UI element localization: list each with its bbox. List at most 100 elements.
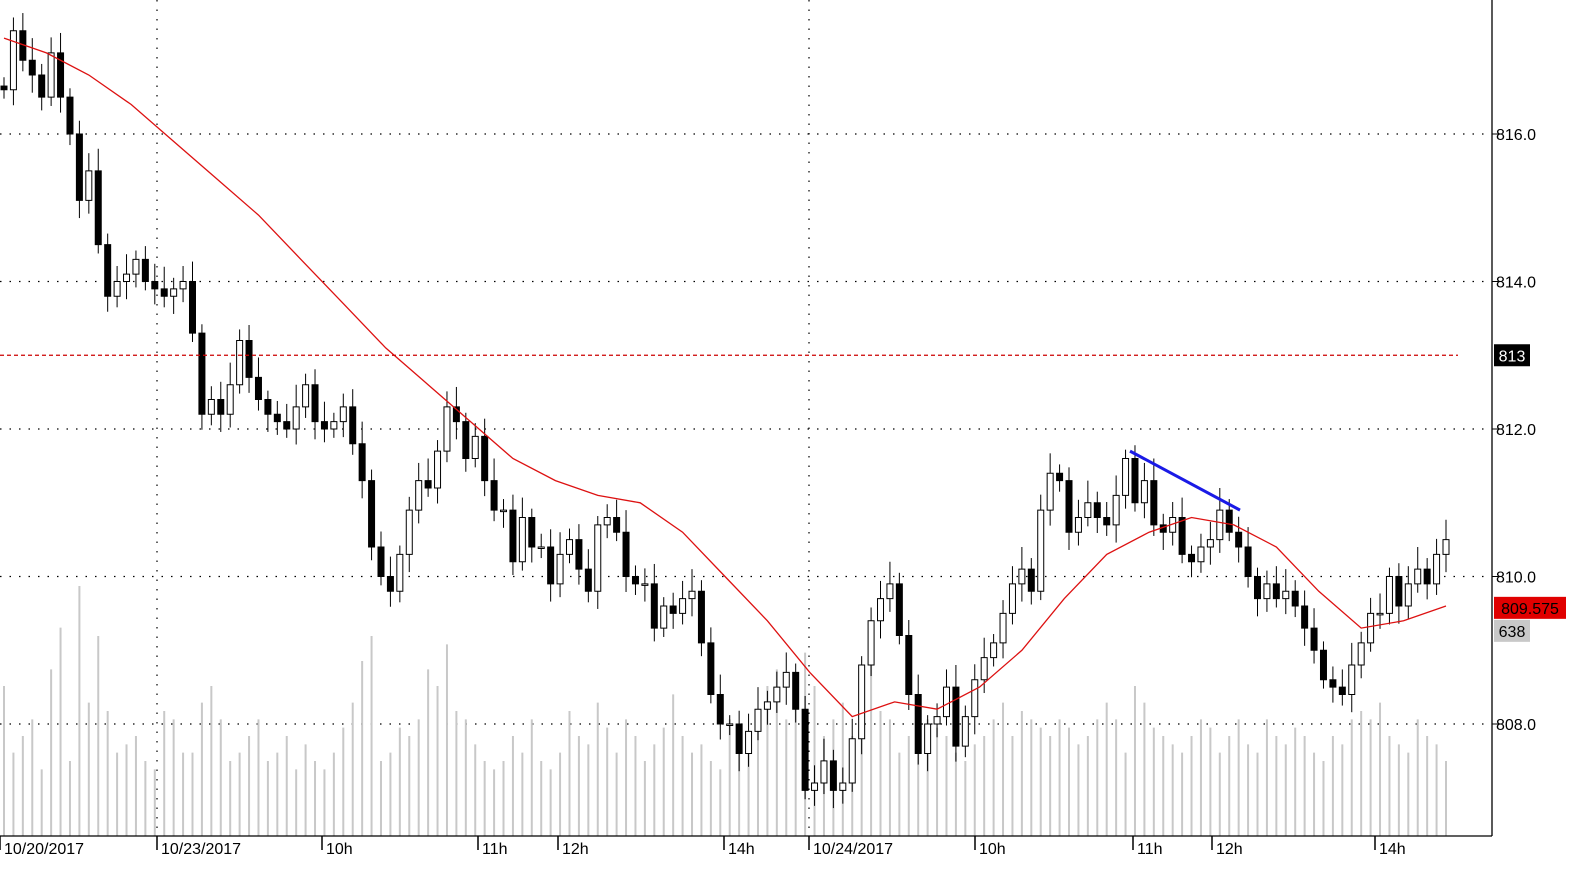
candle-body (1008, 583, 1016, 614)
candle-body (867, 620, 875, 666)
candle-body (1112, 494, 1120, 526)
candle-body (1244, 546, 1252, 577)
candle-body (405, 509, 413, 555)
candle-body (1338, 686, 1346, 695)
candle-body (952, 686, 960, 747)
candle-body (1414, 568, 1422, 585)
candle-body (273, 413, 281, 423)
candle-body (207, 399, 215, 415)
candle-body (763, 701, 771, 710)
candle-body (942, 686, 950, 718)
candle-body (1291, 590, 1299, 607)
candle-body (396, 553, 404, 592)
candle-body (349, 406, 357, 445)
candle-body (877, 598, 885, 622)
candle-body (226, 384, 234, 415)
candle-body (1272, 583, 1280, 600)
candle-body (895, 583, 903, 636)
candle-body (1301, 605, 1309, 629)
candle-body (820, 760, 828, 784)
time-tick-label: 11h (482, 841, 508, 858)
time-tick-label: 10h (979, 841, 1006, 858)
candle-body (811, 782, 819, 791)
candle-body (650, 583, 658, 629)
candle-body (745, 730, 753, 754)
candle-body (368, 480, 376, 548)
candle-body (1442, 539, 1450, 555)
candle-body (302, 384, 310, 408)
candle-body (1206, 539, 1214, 548)
time-tick-label: 11h (1137, 841, 1163, 858)
price-tick-label: 812.0 (1496, 422, 1536, 439)
candle-body (1263, 583, 1271, 600)
time-tick-label: 10/20/2017 (4, 841, 84, 858)
price-tick-label: 810.0 (1496, 570, 1536, 587)
candle-body (1367, 612, 1375, 644)
candle-body (9, 30, 17, 91)
candle-body (254, 376, 262, 400)
candle-body (443, 406, 451, 452)
candle-body (1074, 517, 1082, 533)
candle-body (613, 517, 621, 533)
volume-tag-bg (1494, 619, 1530, 642)
candle-body (660, 605, 668, 629)
candle-body (462, 421, 470, 459)
candle-body (160, 288, 168, 297)
candle-body (500, 509, 508, 513)
candle-body (104, 244, 112, 297)
candle-body (292, 406, 300, 430)
candle-body (886, 583, 894, 600)
candle-body (735, 723, 743, 754)
candle-body (537, 546, 545, 549)
candle-body (1018, 568, 1026, 585)
volume-bars (3, 586, 1447, 836)
time-tick-label: 12h (1216, 841, 1243, 858)
candle-body (320, 421, 328, 430)
candle-body (1329, 679, 1337, 688)
candle-body (518, 517, 526, 563)
candle-body (452, 406, 460, 423)
candle-body (1395, 576, 1403, 607)
candle-body (198, 332, 206, 415)
candle-body (622, 531, 630, 577)
candle-body (38, 74, 46, 98)
candle-body (1225, 509, 1233, 533)
candle-body (547, 546, 555, 585)
candle-body (123, 273, 131, 282)
candle-body (481, 435, 489, 482)
time-tick-label: 10/24/2017 (813, 841, 893, 858)
candle-body (188, 281, 196, 334)
candle-body (584, 568, 592, 592)
blue-trendline[interactable] (1129, 449, 1241, 512)
candle-body (1423, 568, 1431, 585)
candle-body (415, 480, 423, 511)
candle-body (236, 340, 244, 386)
candle-body (707, 642, 715, 695)
candle-body (85, 170, 93, 201)
candle-body (217, 399, 225, 415)
candle-body (754, 708, 762, 732)
candle-body (679, 598, 687, 614)
candle-body (1348, 664, 1356, 695)
candle-body (1357, 642, 1365, 666)
candle-body (1188, 553, 1196, 563)
last-price-tag-label: 809.575 (1501, 601, 1559, 618)
candle-body (179, 281, 187, 290)
candle-body (358, 443, 366, 482)
candle-body (999, 612, 1007, 644)
candle-body (471, 435, 479, 459)
time-tick-label: 14h (728, 841, 755, 858)
candle-body (434, 450, 442, 489)
candle-body (726, 723, 734, 726)
candle-body (1197, 546, 1205, 563)
candle-body (1404, 583, 1412, 607)
time-tick-label: 10h (326, 841, 353, 858)
candle-body (509, 509, 517, 563)
price-tick-label: 816.0 (1496, 127, 1536, 144)
candle-body (971, 679, 979, 718)
candle-body (1385, 576, 1393, 614)
candle-body (980, 657, 988, 681)
candle-body (914, 694, 922, 754)
candle-body (773, 686, 781, 703)
